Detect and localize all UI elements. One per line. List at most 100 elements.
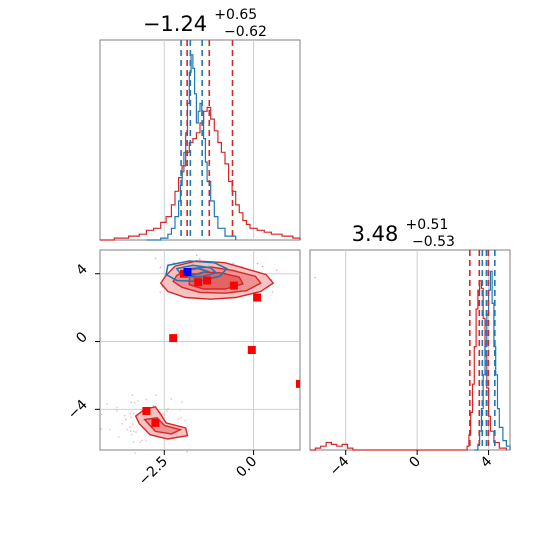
marker-red [169, 334, 178, 343]
sample-point-red [179, 409, 182, 411]
sample-point-red [184, 419, 186, 422]
sample-point-red [130, 434, 133, 436]
title-param1: −1.24 +0.65 [143, 7, 257, 36]
histogram-red-param2 [310, 280, 507, 451]
sample-point-red [121, 423, 123, 425]
histogram-blue-param1 [146, 54, 237, 241]
sample-point-red [130, 401, 132, 404]
title-param1-upper: +0.65 [214, 7, 257, 23]
histogram-red-param1 [100, 106, 301, 241]
panel-hist-param2-x-ticks: −4 0 4 [327, 450, 496, 479]
marker-red [203, 276, 212, 285]
sample-point-red [177, 418, 180, 420]
sample-point-red [166, 410, 168, 412]
y-tick-label: 4 [73, 261, 91, 279]
title-param2: 3.48 +0.51 [352, 217, 449, 246]
panel-hist-param1-frame [99, 39, 301, 241]
x-tick-label: 0.0 [233, 454, 260, 481]
sample-point-red [133, 401, 136, 404]
x-tick-label: −4 [327, 453, 353, 479]
sample-point-red [116, 409, 118, 412]
sample-point-red [116, 406, 118, 409]
marker-red [247, 346, 256, 354]
marker-red [151, 418, 160, 427]
panel-scatter-data [100, 254, 316, 454]
sample-point-blue [199, 258, 201, 260]
sample-point-red [129, 430, 132, 432]
sample-point-red [154, 257, 157, 260]
sample-point-red [145, 398, 148, 401]
sample-point-red [261, 265, 264, 268]
sample-point-red [123, 414, 126, 417]
x-tick-label: 4 [478, 453, 496, 471]
sample-point-red [132, 423, 134, 426]
sample-point-red [167, 407, 169, 410]
sample-point-red [134, 452, 137, 454]
title-param1-lower: −0.62 [224, 24, 267, 40]
sample-point-red [164, 413, 166, 416]
sample-point-red [195, 254, 198, 257]
sample-point-red [118, 436, 120, 438]
sample-point-red [132, 441, 135, 443]
sample-point-red [137, 400, 139, 402]
sample-point-red [101, 413, 103, 416]
sample-point-red [141, 439, 143, 442]
contour-blue [165, 260, 229, 283]
panel-hist-param2-grid [345, 250, 490, 450]
sample-point-red [181, 401, 183, 403]
panel-scatter-frame [99, 249, 301, 451]
panel-scatter: 4 0 −4 −2.5 0.0 [65, 249, 316, 489]
title-param2-value: 3.48 [352, 222, 399, 246]
marker-red [253, 293, 262, 302]
marker-red [296, 379, 300, 388]
sample-point-red [164, 408, 167, 411]
sample-point-red [155, 394, 157, 397]
sample-point-red [162, 413, 164, 415]
title-param2-upper: +0.51 [405, 217, 448, 233]
title-param2-lower: −0.53 [412, 234, 455, 250]
sample-point-red [152, 404, 155, 407]
sample-point-red [256, 262, 259, 265]
marker-red [229, 281, 238, 290]
panel-scatter-x-ticks: −2.5 0.0 [136, 450, 260, 489]
sample-point-red [159, 291, 162, 293]
title-param1-value: −1.24 [143, 12, 207, 36]
sample-point-red [130, 416, 132, 419]
sample-point-red [170, 398, 173, 400]
x-tick-label: 0 [406, 454, 424, 472]
sample-point-red [139, 441, 141, 444]
panel-hist-param2-data [310, 250, 511, 451]
sample-point-red [131, 394, 134, 396]
sample-point-red [232, 262, 234, 265]
sample-point-red [125, 418, 127, 421]
sample-point-red [145, 440, 147, 442]
sample-point-red [314, 276, 316, 279]
sample-point-red [129, 426, 131, 428]
y-tick-label: −4 [65, 397, 91, 423]
sample-point-red [271, 291, 274, 293]
sample-point-red [109, 428, 111, 431]
panel-hist-param1-grid [163, 40, 255, 240]
panel-hist-param2: −4 0 4 3.48 +0.51 −0.53 [309, 217, 511, 479]
histogram-blue-param2 [474, 270, 511, 451]
panel-hist-param1-data [100, 40, 301, 241]
sample-point-red [133, 412, 135, 415]
sample-point-red [126, 428, 128, 431]
sample-point-red [275, 269, 278, 272]
sample-point-red [129, 412, 131, 415]
sample-point-red [180, 416, 182, 419]
panel-hist-param1: −1.24 +0.65 −0.62 [99, 7, 301, 241]
sample-point-red [106, 403, 108, 405]
marker-blue [183, 268, 192, 276]
marker-red [142, 407, 151, 415]
sample-point-red [135, 431, 137, 433]
x-tick-label: −2.5 [136, 454, 171, 489]
marker-red [194, 278, 203, 287]
y-tick-label: 0 [73, 329, 91, 347]
sample-point-red [100, 428, 103, 430]
sample-point-red [132, 430, 135, 433]
sample-point-red [159, 266, 162, 269]
sample-point-red [186, 450, 188, 453]
panel-scatter-y-ticks: 4 0 −4 [65, 261, 100, 423]
